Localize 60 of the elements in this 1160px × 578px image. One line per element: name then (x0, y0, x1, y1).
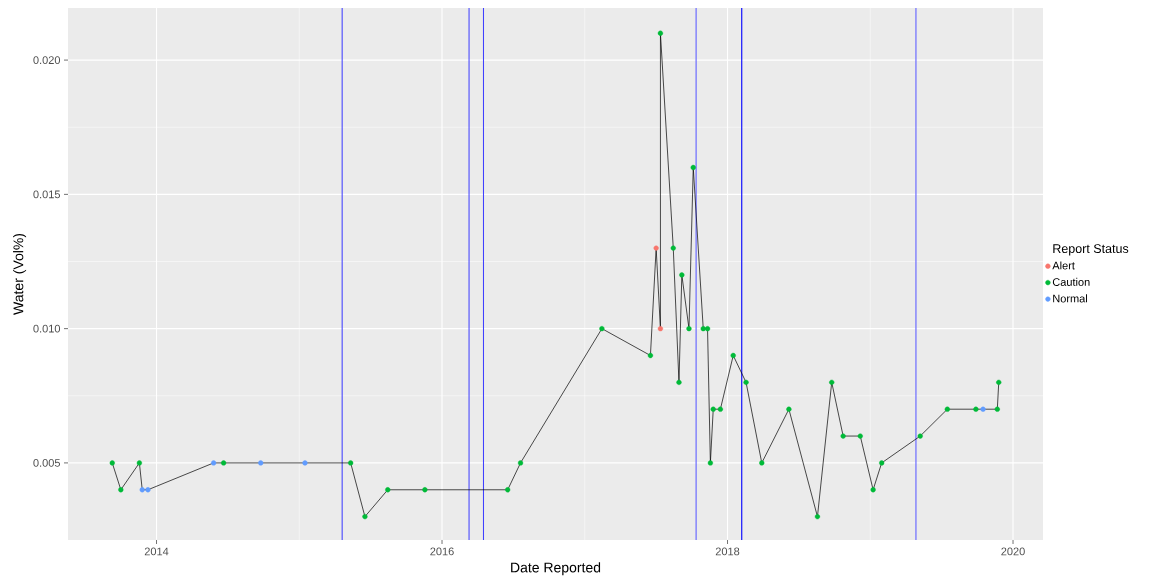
point (679, 272, 685, 278)
point (759, 460, 765, 466)
point (994, 406, 1000, 412)
point (710, 406, 716, 412)
point (917, 433, 923, 439)
point (221, 460, 227, 466)
point (686, 326, 692, 332)
point (857, 433, 863, 439)
point (211, 460, 217, 466)
y-axis-title: Water (Vol%) (13, 233, 27, 315)
point (840, 433, 846, 439)
point (743, 379, 749, 385)
point (422, 487, 428, 493)
point (879, 460, 885, 466)
point (109, 460, 115, 466)
point (786, 406, 792, 412)
point (814, 514, 821, 520)
x-tick-label: 2016 (430, 547, 454, 556)
point (707, 460, 713, 466)
x-tick-label: 2018 (715, 547, 740, 556)
point (980, 406, 986, 412)
y-tick-label: 0.020 (33, 56, 61, 64)
x-tick-label: 2014 (144, 547, 169, 556)
x-tick-label: 2020 (1001, 547, 1025, 556)
point (670, 245, 676, 251)
point (136, 460, 142, 466)
point (657, 326, 664, 332)
point (258, 460, 264, 466)
point (657, 30, 664, 36)
point (870, 487, 876, 493)
point (517, 460, 524, 466)
point (385, 487, 391, 493)
point (362, 514, 368, 520)
point (944, 406, 950, 412)
point (139, 487, 145, 493)
point (829, 379, 835, 385)
point (730, 352, 736, 359)
point (973, 406, 979, 412)
legend-label: Normal (1053, 294, 1088, 303)
point (599, 326, 605, 332)
y-tick-label: 0.015 (33, 190, 60, 199)
point (996, 379, 1002, 385)
legend-label: Caution (1052, 277, 1090, 286)
point (653, 245, 659, 251)
point (647, 352, 654, 359)
point (700, 326, 706, 332)
y-tick-label: 0.005 (33, 459, 60, 467)
x-axis-title: Date Reported (511, 562, 601, 576)
point (717, 406, 723, 412)
point (690, 164, 696, 171)
point (505, 487, 511, 493)
legend-title: Report Status (1053, 244, 1129, 256)
point (704, 326, 711, 332)
point (348, 460, 354, 466)
point (118, 487, 124, 493)
point (676, 379, 682, 385)
legend-label: Alert (1052, 261, 1075, 270)
point (302, 460, 308, 466)
point (145, 487, 151, 493)
y-tick-label: 0.010 (33, 324, 61, 333)
